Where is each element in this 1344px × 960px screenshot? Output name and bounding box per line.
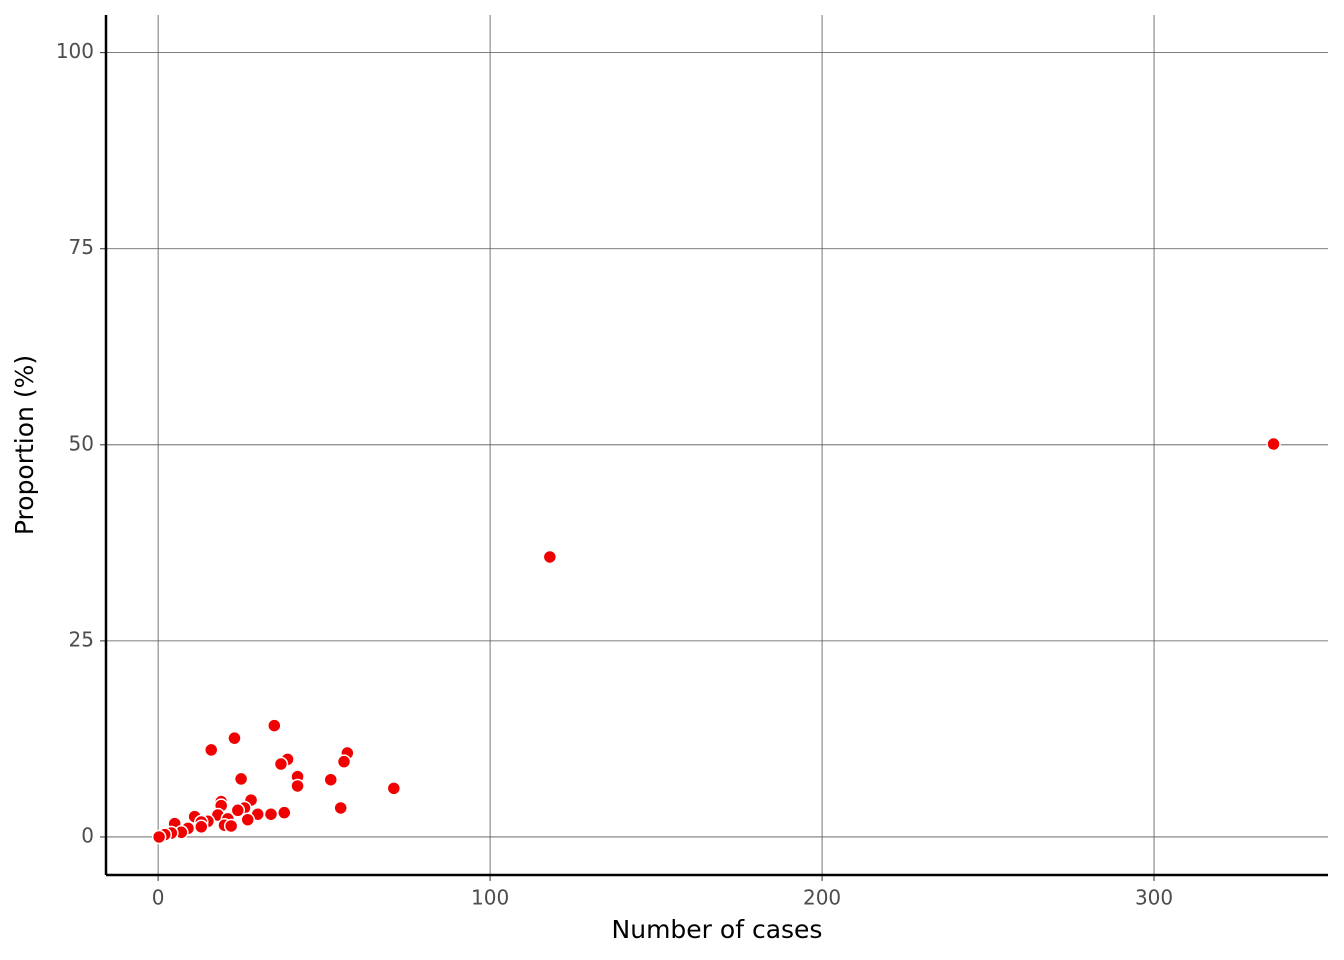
point	[336, 754, 352, 769]
point	[151, 829, 167, 845]
point	[230, 803, 246, 818]
x-tick-label: 300	[1135, 886, 1173, 910]
x-tick-label: 0	[152, 886, 165, 910]
y-axis-label: Proportion (%)	[10, 355, 39, 535]
point	[203, 742, 219, 758]
x-tick-label: 100	[471, 886, 509, 910]
y-tick-label: 75	[69, 235, 94, 259]
y-tick-label: 50	[69, 431, 94, 455]
point	[240, 812, 256, 827]
point	[263, 806, 279, 822]
point	[323, 772, 338, 787]
y-tick-label: 100	[56, 39, 94, 63]
point	[277, 805, 292, 820]
y-tick-label: 0	[81, 823, 94, 847]
point	[194, 819, 209, 835]
point	[233, 771, 249, 787]
y-tick-label: 25	[69, 627, 94, 651]
point	[542, 549, 558, 565]
point	[386, 781, 402, 796]
point	[333, 800, 348, 816]
point	[223, 818, 239, 834]
x-axis-label: Number of cases	[612, 915, 823, 944]
point	[267, 718, 282, 733]
point	[1266, 436, 1281, 452]
x-tick-label: 200	[803, 886, 841, 910]
point	[227, 730, 242, 746]
point	[290, 778, 305, 794]
point	[273, 756, 289, 772]
